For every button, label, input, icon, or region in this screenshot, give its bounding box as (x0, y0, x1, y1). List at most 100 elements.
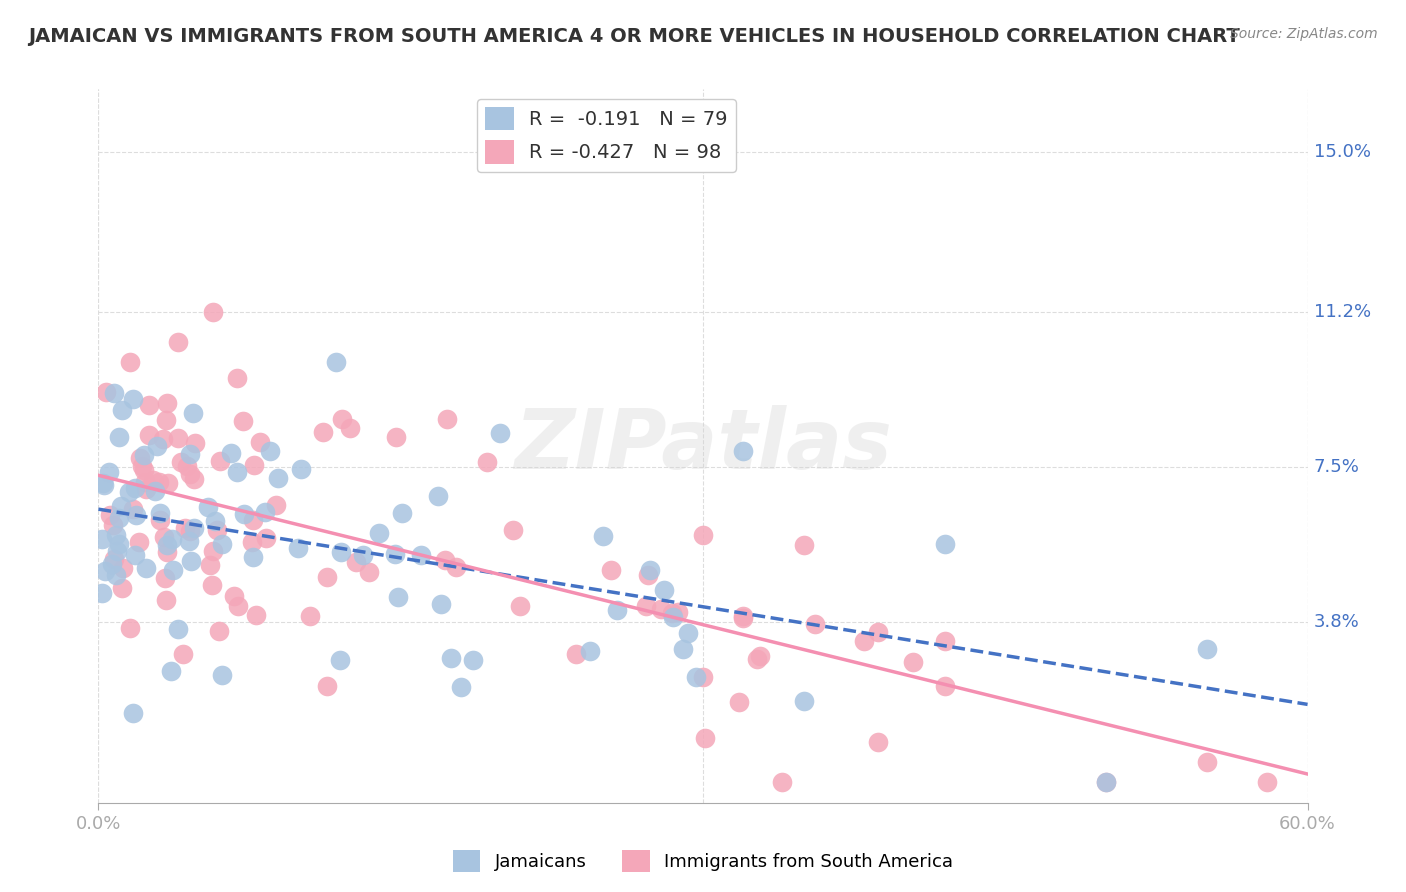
Point (266, 498, 288, 512)
Point (352, 548, 374, 562)
Point (98, 508, 121, 522)
Point (91, 586, 114, 600)
Point (155, 545, 177, 559)
Point (177, 533, 200, 548)
Point (111, 403, 134, 417)
Point (804, 617, 827, 632)
Text: JAMAICAN VS IMMIGRANTS FROM SOUTH AMERICA 4 OR MORE VEHICLES IN HOUSEHOLD CORREL: JAMAICAN VS IMMIGRANTS FROM SOUTH AMERIC… (28, 27, 1240, 45)
Point (770, 774, 793, 789)
Point (316, 570, 339, 584)
Point (240, 534, 263, 549)
Point (103, 518, 125, 533)
Point (155, 413, 177, 427)
Point (91, 533, 114, 547)
Point (259, 444, 281, 458)
Point (652, 582, 675, 597)
Point (110, 499, 132, 513)
Text: ZIPatlas: ZIPatlas (515, 406, 891, 486)
Point (249, 435, 271, 450)
Point (477, 455, 499, 469)
Point (661, 606, 683, 620)
Point (650, 602, 672, 616)
Point (225, 370, 247, 384)
Point (384, 547, 406, 561)
Point (172, 647, 194, 661)
Point (433, 553, 456, 567)
Point (427, 489, 450, 503)
Point (104, 568, 127, 582)
Point (316, 679, 339, 693)
Point (450, 680, 472, 694)
Point (661, 609, 683, 624)
Point (1095, 774, 1118, 789)
Point (853, 633, 876, 648)
Point (387, 590, 409, 604)
Point (91, 475, 114, 490)
Text: 11.2%: 11.2% (1313, 302, 1371, 321)
Point (225, 465, 247, 479)
Point (209, 454, 232, 468)
Point (149, 506, 172, 520)
Point (198, 558, 221, 572)
Point (153, 571, 176, 585)
Point (733, 610, 755, 624)
Point (606, 603, 628, 617)
Point (299, 608, 322, 623)
Point (134, 475, 156, 489)
Point (444, 560, 467, 574)
Point (368, 525, 391, 540)
Point (179, 524, 201, 538)
Point (502, 523, 524, 537)
Point (118, 355, 141, 369)
Point (142, 473, 165, 487)
Point (162, 532, 184, 546)
Point (330, 412, 353, 426)
Point (638, 563, 661, 577)
Point (253, 505, 276, 519)
Point (242, 550, 264, 565)
Point (692, 528, 714, 542)
Point (727, 695, 749, 709)
Point (599, 563, 621, 577)
Point (167, 431, 190, 445)
Point (100, 558, 122, 572)
Point (1256, 774, 1278, 789)
Point (122, 392, 145, 406)
Point (287, 541, 309, 555)
Point (745, 652, 768, 666)
Point (224, 589, 246, 603)
Point (685, 670, 707, 684)
Point (157, 476, 180, 491)
Point (131, 459, 153, 474)
Point (1195, 642, 1218, 657)
Point (117, 484, 139, 499)
Point (108, 429, 131, 443)
Point (267, 470, 290, 484)
Point (183, 520, 205, 534)
Point (104, 528, 127, 542)
Point (103, 386, 125, 401)
Point (155, 593, 177, 607)
Point (748, 648, 770, 663)
Point (134, 448, 156, 462)
Point (461, 652, 484, 666)
Point (148, 475, 170, 490)
Point (934, 633, 956, 648)
Point (128, 534, 150, 549)
Point (359, 566, 381, 580)
Point (149, 513, 172, 527)
Point (578, 644, 600, 658)
Point (167, 622, 190, 636)
Point (329, 653, 352, 667)
Point (183, 472, 205, 486)
Point (156, 396, 179, 410)
Point (232, 414, 254, 428)
Point (793, 538, 815, 552)
Point (329, 545, 352, 559)
Point (201, 578, 224, 592)
Point (179, 467, 201, 481)
Text: Source: ZipAtlas.com: Source: ZipAtlas.com (1230, 27, 1378, 41)
Point (170, 455, 193, 469)
Text: 3.8%: 3.8% (1313, 614, 1360, 632)
Point (204, 514, 226, 528)
